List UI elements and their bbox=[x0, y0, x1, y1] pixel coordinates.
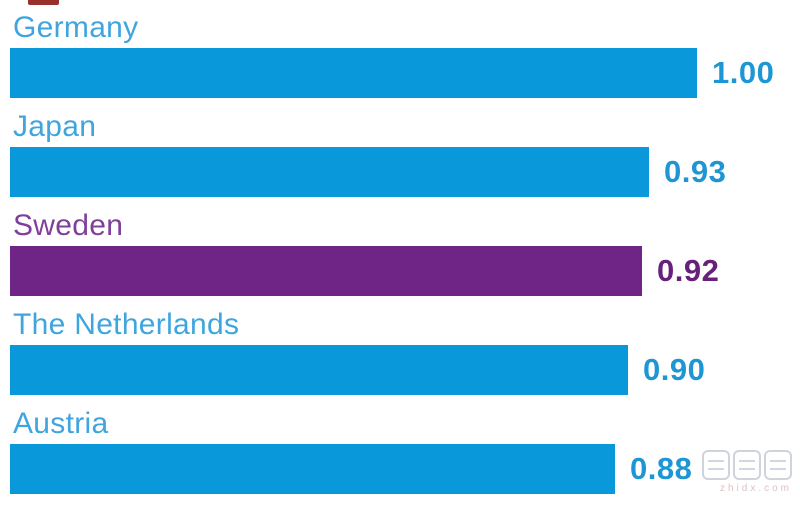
category-label: Germany bbox=[13, 11, 139, 44]
bar bbox=[10, 345, 628, 395]
category-label: Austria bbox=[13, 407, 109, 440]
value-label: 1.00 bbox=[712, 55, 775, 90]
category-label: The Netherlands bbox=[13, 308, 240, 341]
bar-row: Germany 1.00 bbox=[10, 10, 800, 98]
category-label: Sweden bbox=[13, 209, 124, 242]
value-label: 0.93 bbox=[664, 154, 727, 189]
value-label: 0.90 bbox=[643, 352, 706, 387]
bar-row: Japan 0.93 bbox=[10, 109, 800, 197]
bar-line: 0.93 bbox=[10, 147, 800, 197]
bar-line: 0.88 bbox=[10, 444, 800, 494]
bar-row: Austria 0.88 bbox=[10, 406, 800, 494]
bar bbox=[10, 444, 615, 494]
cropped-red-artifact bbox=[28, 0, 59, 5]
bar-row: The Netherlands 0.90 bbox=[10, 307, 800, 395]
bar-line: 0.90 bbox=[10, 345, 800, 395]
bar-chart: Germany 1.00 Japan 0.93 Sweden 0.92 The … bbox=[10, 10, 800, 494]
bar-line: 0.92 bbox=[10, 246, 800, 296]
bar-row: Sweden 0.92 bbox=[10, 208, 800, 296]
bar-line: 1.00 bbox=[10, 48, 800, 98]
category-label: Japan bbox=[13, 110, 97, 143]
bar bbox=[10, 147, 649, 197]
bar bbox=[10, 246, 642, 296]
chart-rows: Germany 1.00 Japan 0.93 Sweden 0.92 The … bbox=[10, 10, 800, 494]
value-label: 0.88 bbox=[630, 451, 693, 486]
bar bbox=[10, 48, 697, 98]
value-label: 0.92 bbox=[657, 253, 720, 288]
